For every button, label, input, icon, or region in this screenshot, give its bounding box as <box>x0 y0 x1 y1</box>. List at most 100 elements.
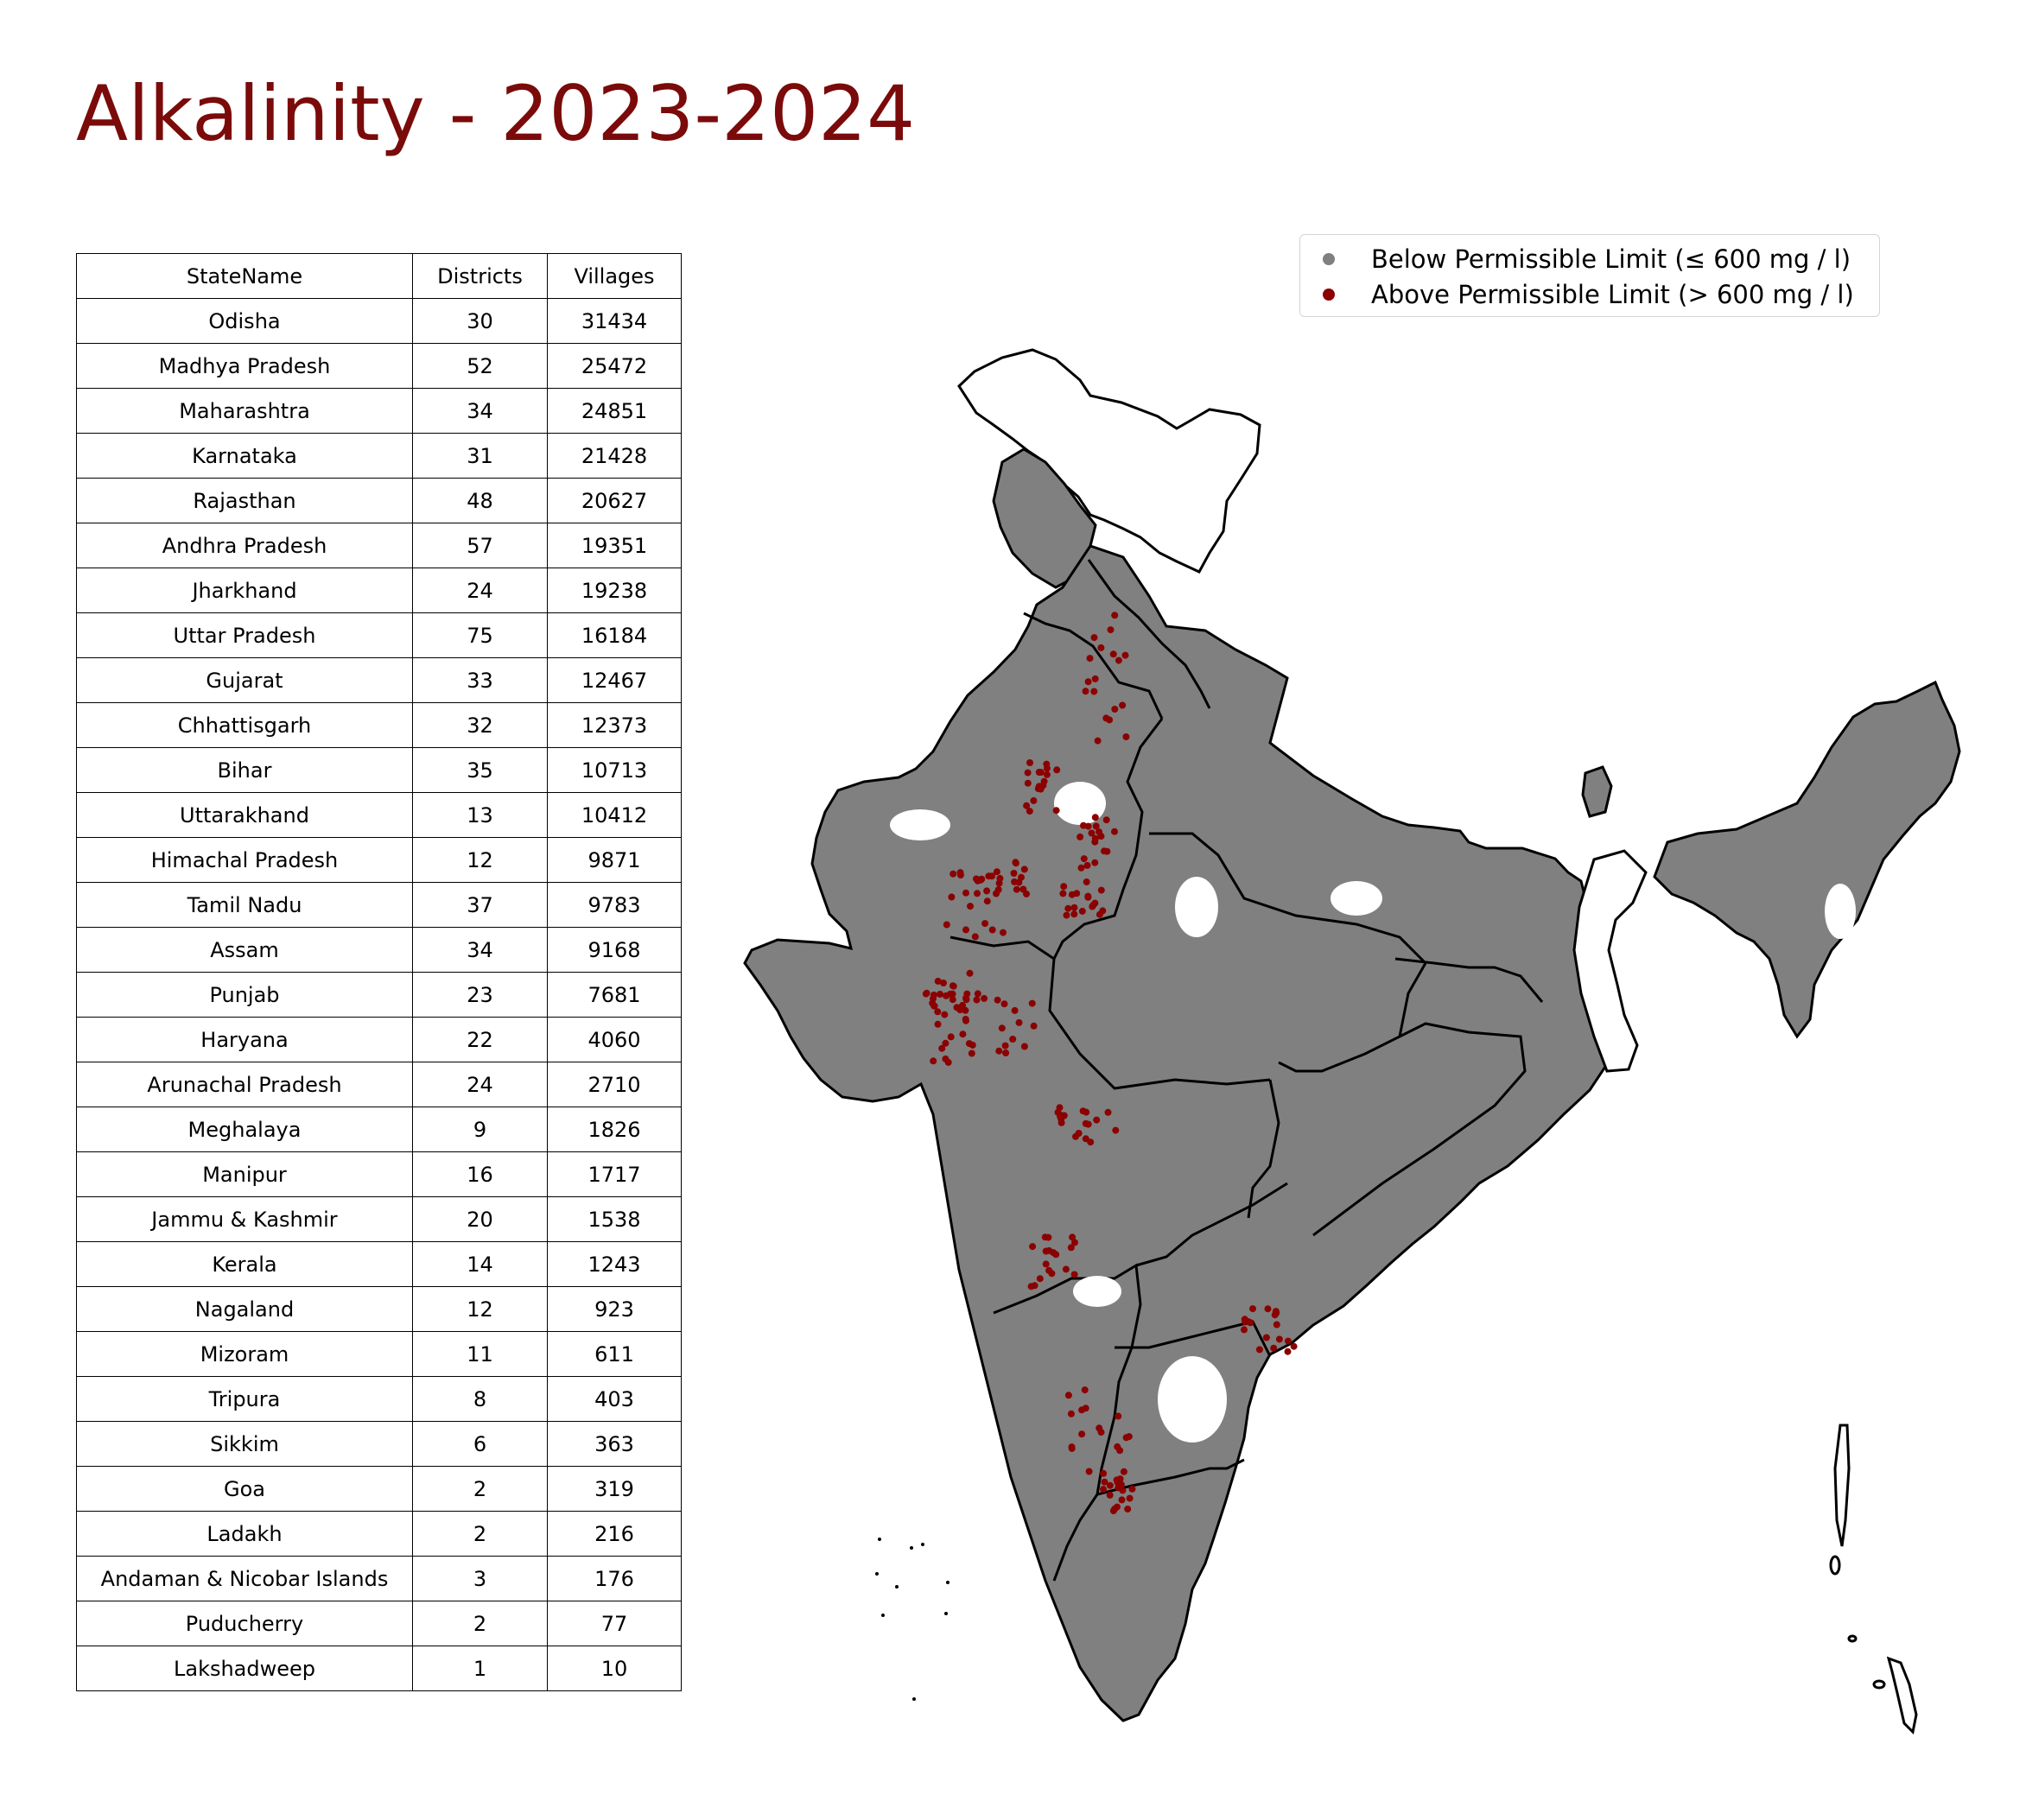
table-row: Mizoram 11 611 <box>76 1331 682 1377</box>
border-mp-gujarat-maharashtra <box>949 935 1271 1090</box>
above-limit-point <box>1070 910 1078 918</box>
above-limit-point <box>959 1030 967 1038</box>
above-limit-point <box>1107 626 1115 634</box>
villages-cell: 31434 <box>547 298 682 344</box>
above-limit-point <box>1001 1042 1009 1050</box>
above-limit-point <box>1249 1305 1256 1313</box>
villages-cell: 20627 <box>547 478 682 523</box>
above-limit-point <box>1264 1305 1272 1313</box>
villages-cell: 9168 <box>547 927 682 973</box>
table-row: Lakshadweep 1 10 <box>76 1646 682 1691</box>
above-limit-point <box>1126 1494 1134 1502</box>
border-chhattisgarh-north <box>1278 962 1427 1073</box>
above-limit-point <box>1067 1410 1075 1417</box>
table-row: Maharashtra 34 24851 <box>76 388 682 434</box>
above-limit-point <box>1262 1334 1270 1341</box>
districts-cell: 33 <box>412 657 548 703</box>
above-limit-point <box>947 990 954 998</box>
above-limit-point <box>1070 1271 1078 1278</box>
above-limit-point <box>1009 1036 1017 1043</box>
above-limit-point <box>962 1006 969 1014</box>
statename-cell: Maharashtra <box>76 388 413 434</box>
above-limit-point <box>1101 1478 1108 1486</box>
above-limit-point <box>1082 1135 1089 1143</box>
districts-cell: 1 <box>412 1646 548 1691</box>
state-summary-table: StateName Districts Villages Odisha 30 314… <box>76 253 682 1691</box>
above-limit-point <box>1086 655 1094 663</box>
above-limit-point <box>1068 891 1076 898</box>
above-limit-point <box>1273 1321 1280 1329</box>
above-limit-point <box>1011 878 1019 885</box>
above-limit-point <box>966 969 974 977</box>
above-limit-point <box>941 1011 949 1018</box>
above-limit-point <box>1112 1126 1120 1134</box>
statename-cell: Odisha <box>76 298 413 344</box>
villages-cell: 611 <box>547 1331 682 1377</box>
above-limit-point <box>934 1008 942 1016</box>
above-limit-point <box>1000 929 1007 936</box>
border-rajasthan-up <box>1052 718 1164 960</box>
above-limit-point <box>1116 1447 1124 1455</box>
above-limit-point <box>1241 1326 1248 1334</box>
above-limit-point <box>930 991 937 999</box>
districts-cell: 57 <box>412 523 548 568</box>
above-limit-point <box>974 877 981 885</box>
lakshadweep-islands <box>875 1538 949 1701</box>
districts-cell: 16 <box>412 1151 548 1197</box>
districts-cell: 34 <box>412 388 548 434</box>
map-title: Alkalinity - 2023-2024 <box>76 69 916 158</box>
villages-cell: 1243 <box>547 1241 682 1287</box>
table-row: Andhra Pradesh 57 19351 <box>76 523 682 568</box>
districts-cell: 12 <box>412 1286 548 1332</box>
above-limit-point <box>1118 1496 1126 1504</box>
above-limit-point <box>1002 1050 1010 1056</box>
table-row: Odisha 30 31434 <box>76 298 682 344</box>
villages-cell: 21428 <box>547 433 682 479</box>
above-limit-point <box>981 920 989 928</box>
above-limit-point <box>1111 828 1118 835</box>
above-limit-point <box>1059 890 1067 897</box>
above-limit-point <box>1092 822 1100 830</box>
below-limit-marker-icon <box>1323 253 1335 265</box>
above-limit-point <box>983 897 991 905</box>
above-limit-point <box>1084 822 1092 830</box>
above-limit-point <box>1029 1243 1037 1251</box>
legend-item-below: Below Permissible Limit (≤ 600 mg / l) <box>1323 242 1851 276</box>
header-villages: Villages <box>547 253 682 299</box>
above-limit-point <box>1069 1233 1077 1241</box>
above-limit-point <box>938 1044 946 1052</box>
villages-cell: 24851 <box>547 388 682 434</box>
districts-cell: 32 <box>412 702 548 748</box>
above-limit-point <box>1043 764 1051 772</box>
above-limit-point <box>1109 1507 1117 1515</box>
above-limit-point <box>930 1002 938 1010</box>
table-row: Arunachal Pradesh 24 2710 <box>76 1062 682 1107</box>
no-data-patches <box>890 782 1856 1443</box>
above-limit-point <box>940 980 947 986</box>
above-limit-point <box>963 990 971 998</box>
districts-cell: 34 <box>412 927 548 973</box>
table-row: Assam 34 9168 <box>76 927 682 973</box>
districts-cell: 8 <box>412 1376 548 1422</box>
india-mainland <box>743 348 1961 1722</box>
above-limit-point <box>1122 733 1130 740</box>
villages-cell: 4060 <box>547 1017 682 1062</box>
above-limit-point <box>956 1006 964 1014</box>
above-limit-point <box>1011 1006 1019 1014</box>
above-limit-point <box>1093 1116 1101 1124</box>
above-limit-point <box>1034 785 1042 792</box>
above-limit-point <box>988 872 996 880</box>
above-limit-point <box>1094 737 1102 745</box>
above-limit-point <box>973 996 981 1004</box>
districts-cell: 6 <box>412 1421 548 1467</box>
above-limit-point <box>1023 802 1031 809</box>
above-limit-point <box>1106 1491 1114 1499</box>
above-limit-point <box>1096 1424 1103 1432</box>
districts-cell: 11 <box>412 1331 548 1377</box>
border-odisha <box>1312 1022 1527 1237</box>
districts-cell: 22 <box>412 1017 548 1062</box>
border-telangana-ap <box>1115 1320 1272 1357</box>
above-limit-point <box>1045 1233 1052 1241</box>
above-limit-point <box>1012 859 1019 867</box>
